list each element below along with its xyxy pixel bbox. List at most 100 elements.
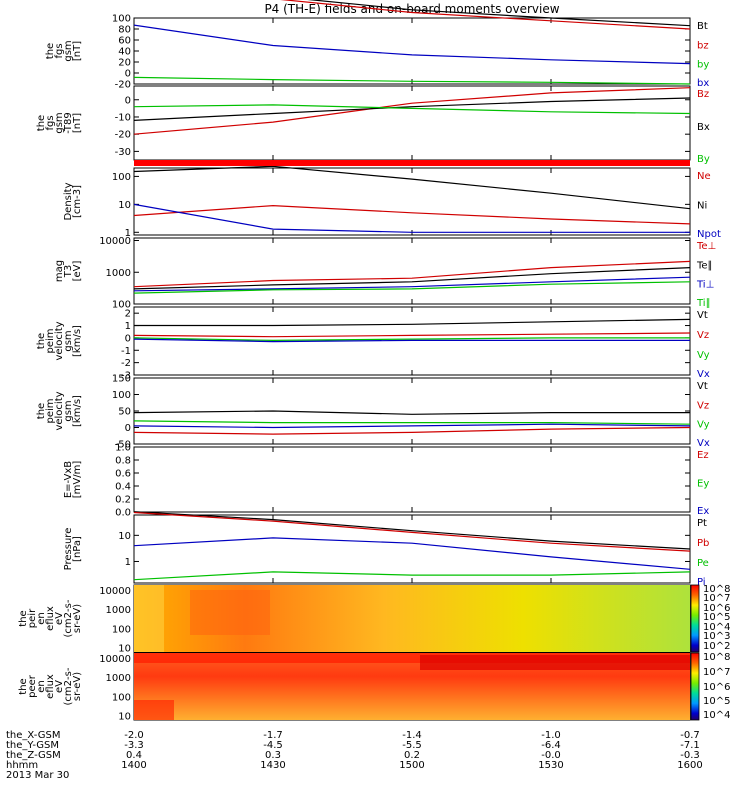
- y-axis-label: the: [45, 43, 56, 59]
- y-axis-label: Pressure: [63, 528, 74, 571]
- y-axis-label: fgs: [45, 115, 56, 130]
- ephem-value: -7.1: [680, 740, 700, 751]
- y-tick-label: 60: [118, 36, 131, 47]
- y-tick-label: 0.8: [115, 456, 131, 467]
- y-axis-label: velocity: [54, 391, 65, 430]
- y-tick-label: 1000: [106, 605, 131, 616]
- series-line-Npot: [133, 203, 690, 233]
- y-axis-label: eflux: [45, 606, 56, 631]
- y-tick-label: 40: [118, 47, 131, 58]
- colorbar-ion-label: 10^5: [703, 612, 730, 623]
- legend-Te∥: Te∥: [696, 260, 713, 271]
- y-tick-label: 10: [118, 531, 131, 542]
- y-tick-label: 20: [118, 58, 131, 69]
- y-tick-label: 100: [112, 300, 131, 311]
- y-axis-label: en: [36, 612, 47, 625]
- y-axis-label: mag: [54, 260, 65, 282]
- y-tick-label: 50: [118, 407, 131, 418]
- y-axis-label: gsm: [63, 400, 74, 421]
- panel-frame: [133, 446, 691, 513]
- ephem-row-label: hhmm: [6, 760, 38, 771]
- ephem-value: -5.5: [402, 740, 422, 751]
- y-tick-label: 100: [112, 624, 131, 635]
- colorbar-elec-label: 10^6: [703, 682, 730, 693]
- y-axis-label: velocity: [54, 321, 65, 360]
- series-line-Ni: [133, 165, 691, 210]
- colorbar-ion-label: 10^4: [703, 622, 730, 633]
- ephem-value: 1600: [677, 760, 702, 771]
- ephem-value: -0.3: [680, 750, 700, 761]
- legend-Vz: Vz: [697, 400, 709, 411]
- panel-frame: [133, 17, 691, 85]
- y-tick-label: 1: [125, 321, 131, 332]
- ephem-value: -2.0: [124, 730, 144, 741]
- panel-frame: [133, 514, 691, 584]
- y-tick-label: -2: [121, 358, 131, 369]
- panel-frame: [133, 167, 691, 236]
- y-tick-label: 0.6: [115, 469, 131, 480]
- legend-Pe: Pe: [697, 558, 709, 569]
- colorbar-elec-label: 10^7: [703, 667, 730, 678]
- series-line-Te∥: [133, 267, 691, 290]
- y-axis-label: (cm2-s-: [63, 667, 74, 705]
- y-axis-label: sr-eV): [72, 672, 83, 701]
- series-line-Ne: [133, 204, 691, 225]
- series-line-By: [133, 104, 691, 115]
- y-tick-label: -20: [115, 80, 131, 91]
- legend-Ni: Ni: [697, 201, 707, 212]
- series-line-Te⊥: [133, 260, 691, 288]
- series-line-Pt: [133, 511, 691, 550]
- colorbar-ion: 10^8 10^7 10^6 10^5 10^4 10^3 10^2: [690, 584, 730, 653]
- y-tick-label: 10000: [99, 654, 131, 665]
- ephemeris-table: the_X-GSM the_Y-GSM the_Z-GSM hhmm 2013 …: [6, 730, 703, 781]
- colorbar-ion-label: 10^7: [703, 593, 730, 604]
- y-tick-label: 0.2: [115, 495, 131, 506]
- y-axis-label: peim: [45, 328, 56, 353]
- legend-Vy: Vy: [697, 350, 710, 361]
- ephem-value: 1430: [260, 760, 285, 771]
- y-tick-label: 1000: [106, 673, 131, 684]
- colorbar-elec-label: 10^5: [703, 696, 730, 707]
- y-axis-label: gsm: [63, 330, 74, 351]
- legend-Pt: Pt: [697, 518, 707, 529]
- series-line-Vt: [134, 318, 691, 327]
- y-axis-label: gsm: [63, 40, 74, 61]
- legend-Te⊥: Te⊥: [696, 241, 716, 252]
- y-tick-label: 1.0: [115, 443, 131, 454]
- y-axis-label: eflux: [45, 674, 56, 699]
- ephem-value: 0.4: [126, 750, 142, 761]
- y-axis-label: fgs: [54, 43, 65, 58]
- y-axis-label: -T89: [63, 112, 74, 134]
- y-tick-label: 10: [118, 643, 131, 654]
- legend-Pb: Pb: [697, 538, 709, 549]
- y-axis-label: [nT]: [72, 113, 83, 133]
- colorbar-elec-label: 10^8: [703, 652, 730, 663]
- y-axis-label: the: [36, 333, 47, 349]
- y-axis-label: [nT]: [72, 41, 83, 61]
- y-axis-label: peer: [27, 674, 38, 698]
- y-axis-label: (cm2-s-: [63, 599, 74, 637]
- y-axis-label: peim: [45, 398, 56, 423]
- y-tick-label: -3: [121, 371, 131, 382]
- series-line-Vz: [133, 426, 691, 435]
- y-axis-label: [eV]: [72, 261, 83, 282]
- legend-By: By: [697, 154, 710, 165]
- ephem-value: -1.0: [541, 730, 561, 741]
- ephem-value: -1.7: [263, 730, 283, 741]
- y-axis-label: sr-eV): [72, 604, 83, 633]
- colorbar-ion-label: 10^8: [703, 584, 730, 595]
- series-line-Vz: [133, 332, 691, 338]
- y-tick-label: 100: [112, 172, 131, 183]
- colorbar-ion-label: 10^3: [703, 631, 730, 642]
- ephem-value: 1500: [399, 760, 424, 771]
- legend-Vx: Vx: [697, 369, 710, 380]
- y-axis-label: [km/s]: [72, 395, 83, 427]
- y-axis-label: [nPa]: [72, 536, 83, 562]
- ephem-value: -0.7: [680, 730, 700, 741]
- colorbar-electron: 10^8 10^7 10^6 10^5 10^4: [690, 652, 730, 721]
